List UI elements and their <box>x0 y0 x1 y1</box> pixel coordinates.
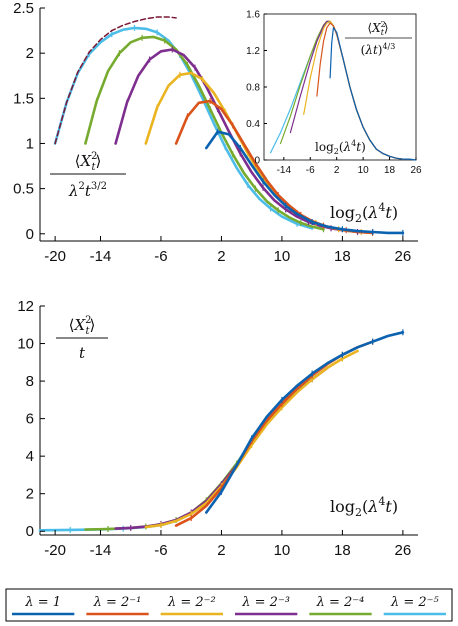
top-main-xtick-label: -14 <box>90 248 112 265</box>
top-main-series-5 <box>205 130 405 235</box>
top-inset-ytick-label: 1.6 <box>246 10 260 21</box>
top-inset-xtick-label: 2 <box>334 165 340 176</box>
legend: λ = 1 λ = 2⁻¹ λ = 2⁻² λ = 2⁻³ λ = 2⁻⁴ λ = 2⁻⁵ <box>5 588 453 622</box>
bottom-ticks: -20 -14 -6 2 10 18 26 0 2 4 6 8 10 12 <box>17 298 411 559</box>
top-main-series <box>53 16 405 236</box>
svg-text:t: t <box>79 344 86 362</box>
top-main-xtick-label: -6 <box>154 248 167 265</box>
top-main-ytick-label: 2 <box>26 45 34 62</box>
bottom-xtick-label: -14 <box>90 542 112 559</box>
top-inset-frame <box>263 13 417 161</box>
bottom-xtick-label: 2 <box>217 542 225 559</box>
top-main-ytick-label: 0.5 <box>13 181 34 198</box>
top-main-ytick-label: 1 <box>26 135 34 152</box>
bottom-series-5 <box>205 331 405 514</box>
bottom-ytick-label: 10 <box>17 336 34 353</box>
inset-series <box>270 20 417 161</box>
top-inset-series-5 <box>329 27 417 161</box>
top-main-ticks: -20 -14 -6 2 10 18 26 0 0.5 1 1.5 2 2.5 <box>13 0 411 265</box>
top-main-ylabel: ⟨X2 t⟩ λ2t3/2 <box>50 151 126 200</box>
bottom-ytick-label: 2 <box>26 486 34 503</box>
top-main-xtick-label: 10 <box>274 248 291 265</box>
bottom-xtick-label: -6 <box>154 542 167 559</box>
top-inset-xtick-label: 10 <box>358 165 370 176</box>
svg-text:⟨X2t⟩: ⟨X2 t⟩ <box>367 20 388 37</box>
inset-xlabel: log2(λ4t) <box>315 139 366 156</box>
bottom-ytick-label: 8 <box>26 373 34 390</box>
legend-box <box>5 588 453 622</box>
bottom-xtick-label: 10 <box>274 542 291 559</box>
top-inset-ytick-label: 0.4 <box>246 119 260 130</box>
bottom-xlabel: log2(λ4t) <box>330 495 398 519</box>
svg-text:log2(λ4t): log2(λ4t) <box>315 139 366 156</box>
top-main-xtick-label: 2 <box>217 248 225 265</box>
top-main-ytick-label: 2.5 <box>13 0 34 17</box>
bottom-xtick-label: 18 <box>334 542 351 559</box>
bottom-axes <box>39 306 418 536</box>
inset-ticks: -14 -6 2 10 18 26 0 0.4 0.8 1.2 1.6 <box>246 10 422 177</box>
bottom-ytick-label: 4 <box>26 448 34 465</box>
top-main-series-1 <box>84 35 325 231</box>
top-main-xtick-label: -20 <box>44 248 66 265</box>
inset-axes <box>263 13 417 161</box>
svg-text:log2(λ4t): log2(λ4t) <box>330 201 398 225</box>
bottom-series-0 <box>38 391 299 532</box>
top-main-ytick-label: 1.5 <box>13 90 34 107</box>
top-inset-ytick-label: 0 <box>254 156 260 167</box>
top-inset-ytick-label: 1.2 <box>246 46 260 57</box>
bottom-xtick-label: 26 <box>395 542 412 559</box>
legend-entry-label: λ = 2⁻⁵ <box>390 595 440 610</box>
top-main-axes <box>39 8 418 242</box>
bottom-series <box>38 329 405 533</box>
legend-entry-label: λ = 1 <box>24 595 61 610</box>
top-main-series-6 <box>54 16 177 145</box>
top-main-xtick-label: 18 <box>334 248 351 265</box>
top-inset-xtick-label: -6 <box>306 165 315 176</box>
legend-entry-label: λ = 2⁻² <box>167 595 216 610</box>
bottom-ytick-label: 0 <box>26 523 34 540</box>
svg-text:⟨X2t⟩: ⟨X2 t⟩ <box>69 315 96 337</box>
top-inset-xtick-label: -14 <box>277 165 292 176</box>
legend-entry-label: λ = 2⁻¹ <box>93 595 142 610</box>
bottom-ylabel: ⟨X2 t⟩ t <box>56 315 108 362</box>
top-main-ytick-label: 0 <box>26 226 34 243</box>
top-inset-xtick-label: 18 <box>384 165 396 176</box>
svg-text:λ2t3/2: λ2t3/2 <box>68 181 107 200</box>
top-inset-xtick-label: 26 <box>410 165 422 176</box>
bottom-xtick-label: -20 <box>44 542 66 559</box>
bottom-ytick-label: 12 <box>17 298 34 315</box>
top-inset-ytick-label: 0.8 <box>246 83 260 94</box>
legend-entry-label: λ = 2⁻⁴ <box>316 595 365 610</box>
svg-text:⟨X2t⟩: ⟨X2 t⟩ <box>75 151 102 173</box>
bottom-ytick-label: 6 <box>26 411 34 428</box>
top-main-xtick-label: 26 <box>395 248 412 265</box>
legend-entry-label: λ = 2⁻³ <box>241 595 290 610</box>
top-main-xlabel: log2(λ4t) <box>330 201 398 225</box>
svg-text:log2(λ4t): log2(λ4t) <box>330 495 398 519</box>
